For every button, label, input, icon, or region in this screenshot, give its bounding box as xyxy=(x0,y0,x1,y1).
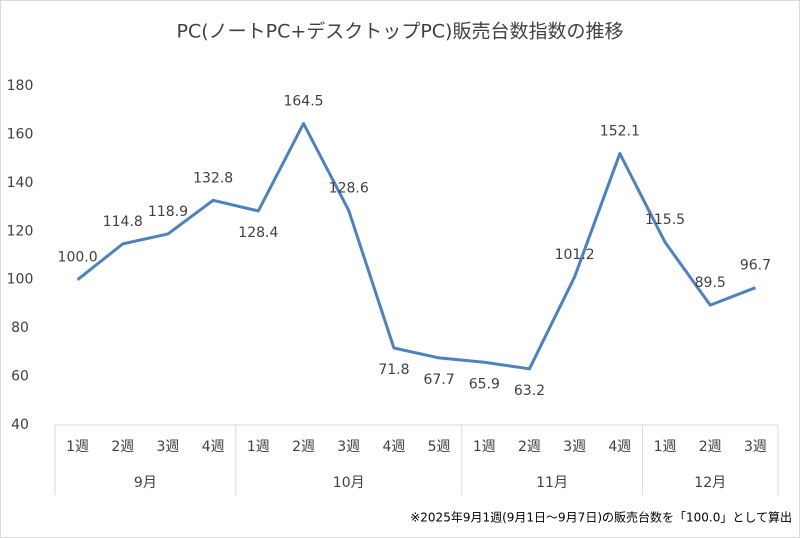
data-label: 128.4 xyxy=(238,225,278,241)
x-tick-label: 2週 xyxy=(699,439,722,455)
y-tick-label: 60 xyxy=(11,369,29,385)
x-tick-label: 2週 xyxy=(292,439,315,455)
group-label: 10月 xyxy=(333,475,365,491)
data-label: 152.1 xyxy=(600,124,640,140)
x-tick-label: 4週 xyxy=(202,439,225,455)
footnote: ※2025年9月1週(9月1日～9月7日)の販売台数を「100.0」として算出 xyxy=(410,510,792,525)
chart-title: PC(ノートPC+デスクトップPC)販売台数指数の推移 xyxy=(177,21,624,43)
x-tick-label: 3週 xyxy=(744,439,767,455)
data-label: 115.5 xyxy=(645,212,685,228)
group-label: 11月 xyxy=(536,475,568,491)
group-label: 12月 xyxy=(694,475,726,491)
x-tick-label: 4週 xyxy=(608,439,631,455)
data-label: 67.7 xyxy=(424,372,455,388)
x-tick-label: 5週 xyxy=(428,439,451,455)
data-label: 71.8 xyxy=(378,362,409,378)
x-tick-label: 3週 xyxy=(157,439,180,455)
data-label: 63.2 xyxy=(514,383,545,399)
y-tick-label: 100 xyxy=(7,272,34,288)
y-tick-label: 80 xyxy=(11,320,29,336)
data-label: 114.8 xyxy=(103,214,143,230)
data-label: 100.0 xyxy=(58,250,98,266)
x-tick-label: 3週 xyxy=(563,439,586,455)
y-tick-label: 140 xyxy=(7,175,34,191)
data-label: 132.8 xyxy=(193,170,233,186)
x-tick-label: 2週 xyxy=(518,439,541,455)
y-tick-label: 180 xyxy=(7,78,34,94)
y-tick-label: 120 xyxy=(7,223,34,239)
data-label: 118.9 xyxy=(148,204,188,220)
data-label: 65.9 xyxy=(469,376,500,392)
x-tick-label: 4週 xyxy=(382,439,405,455)
x-tick-label: 1週 xyxy=(473,439,496,455)
x-tick-label: 2週 xyxy=(111,439,134,455)
data-label: 128.6 xyxy=(329,180,369,196)
x-tick-label: 1週 xyxy=(654,439,677,455)
y-tick-label: 160 xyxy=(7,126,34,142)
y-tick-label: 40 xyxy=(11,417,29,433)
data-label: 164.5 xyxy=(283,94,323,110)
x-tick-label: 1週 xyxy=(247,439,270,455)
x-tick-label: 3週 xyxy=(337,439,360,455)
data-line xyxy=(76,122,756,371)
data-label: 101.2 xyxy=(555,247,595,263)
x-tick-label: 1週 xyxy=(66,439,89,455)
data-label: 96.7 xyxy=(740,258,771,274)
group-label: 9月 xyxy=(134,475,157,491)
data-label: 89.5 xyxy=(695,275,726,291)
